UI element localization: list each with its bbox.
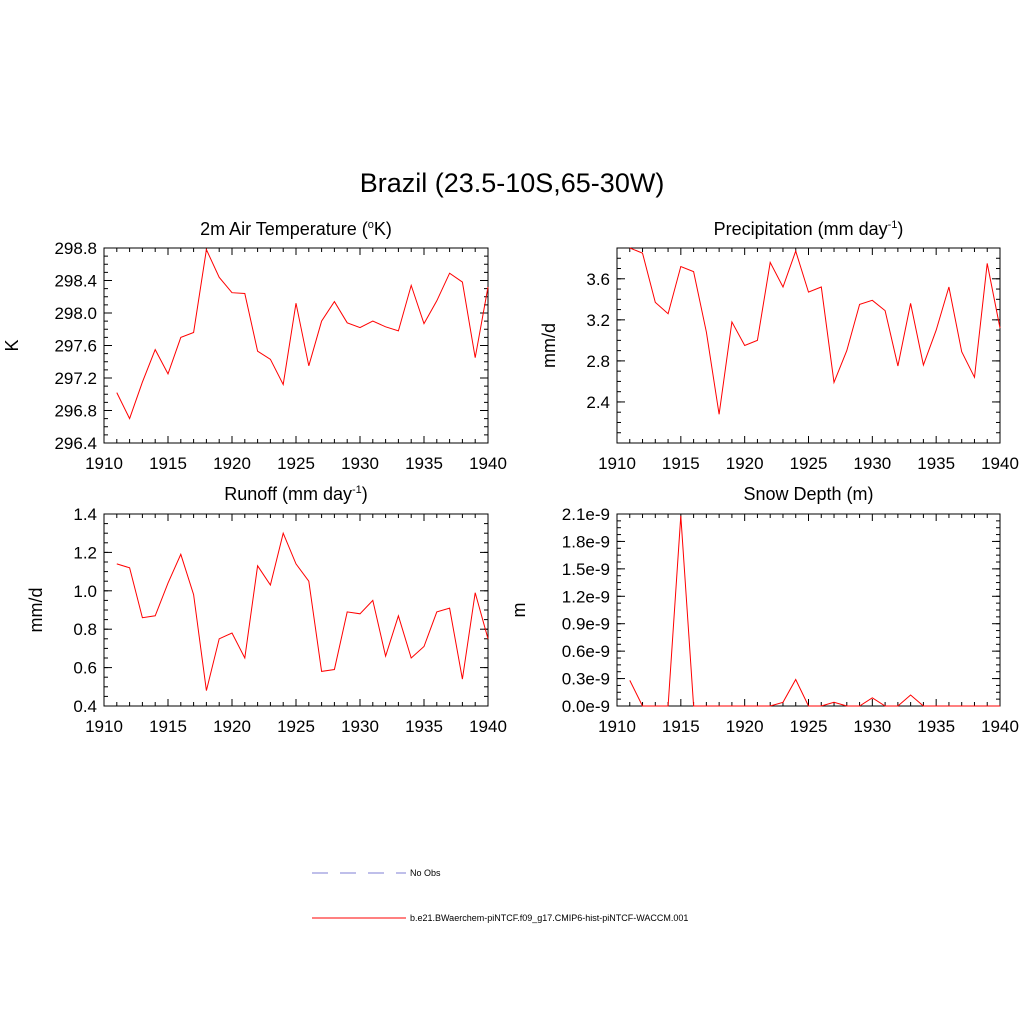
x-tick-label: 1935: [917, 454, 955, 473]
y-tick-label: 1.5e-9: [562, 560, 610, 579]
plot-temperature: 1910 1915 1920 1925 1930 1935 1940 296.4 296.8 29…: [2, 239, 507, 473]
y-tick-label: 296.4: [54, 434, 97, 453]
series-line: [629, 515, 1000, 707]
y-tick-label: 298.8: [54, 239, 97, 258]
panel-title-temperature: 2m Air Temperature (oK): [104, 219, 488, 240]
x-tick-label: 1925: [790, 717, 828, 736]
y-tick-label: 2.4: [586, 393, 610, 412]
x-tick-label: 1935: [405, 717, 443, 736]
y-tick-label: 0.4: [73, 697, 97, 716]
series-line: [629, 247, 1001, 415]
panel-title-sup: -1: [351, 484, 362, 496]
x-tick-label: 1930: [853, 454, 891, 473]
panel-title-precipitation: Precipitation (mm day-1): [617, 219, 1000, 240]
y-tick-label: 0.6: [73, 659, 97, 678]
y-tick-label: 2.1e-9: [562, 505, 610, 524]
series-line: [116, 247, 489, 420]
y-axis-label: m: [509, 603, 529, 618]
x-tick-label: 1925: [277, 454, 315, 473]
panel-title-runoff: Runoff (mm day-1): [104, 484, 488, 505]
series-line: [116, 531, 489, 691]
panel-title-text-end: ): [897, 219, 904, 239]
x-tick-label: 1920: [726, 454, 764, 473]
y-tick-label: 3.6: [586, 270, 610, 289]
plot-precipitation: 1910 1915 1920 1925 1930 1935 1940 2.4 2.8 3.2 3.6…: [539, 247, 1019, 473]
x-tick-label: 1930: [341, 717, 379, 736]
x-tick-label: 1925: [790, 454, 828, 473]
y-axis-label: K: [2, 339, 22, 351]
y-tick-label: 1.2: [73, 543, 97, 562]
x-tick-label: 1930: [853, 717, 891, 736]
y-tick-label: 3.2: [586, 311, 610, 330]
x-tick-label: 1915: [149, 717, 187, 736]
x-tick-label: 1910: [598, 717, 636, 736]
legend: No Obs b.e21.BWaerchem-piNTCF.f09_g17.CMI…: [312, 868, 688, 923]
plot-frame: [103, 247, 489, 444]
x-tick-label: 1930: [341, 454, 379, 473]
x-tick-label: 1910: [598, 454, 636, 473]
x-tick-label: 1940: [981, 717, 1019, 736]
x-tick-label: 1915: [662, 454, 700, 473]
plot-frame: [103, 513, 489, 707]
panel-title-sup: o: [367, 219, 374, 231]
x-tick-label: 1920: [726, 717, 764, 736]
x-tick-label: 1915: [149, 454, 187, 473]
main-title: Brazil (23.5-10S,65-30W): [359, 168, 665, 198]
y-tick-label: 2.8: [586, 352, 610, 371]
y-tick-label: 0.8: [73, 620, 97, 639]
y-tick-label: 0.6e-9: [562, 642, 610, 661]
plot-snow-depth: 1910 1915 1920 1925 1930 1935 1940 0.0e-9 0.3e-9…: [509, 505, 1019, 736]
y-tick-label: 297.6: [54, 337, 97, 356]
panel-title-text: Runoff (mm day: [224, 484, 352, 504]
x-tick-label: 1935: [917, 717, 955, 736]
legend-label-no-obs: No Obs: [410, 868, 441, 878]
y-tick-label: 1.8e-9: [562, 532, 610, 551]
y-tick-label: 297.2: [54, 369, 97, 388]
y-tick-label: 0.3e-9: [562, 670, 610, 689]
y-tick-label: 0.0e-9: [562, 697, 610, 716]
x-tick-label: 1920: [213, 717, 251, 736]
y-tick-label: 298.4: [54, 272, 97, 291]
y-axis-label: mm/d: [539, 323, 559, 368]
x-tick-label: 1935: [405, 454, 443, 473]
y-tick-label: 1.0: [73, 582, 97, 601]
x-tick-label: 1910: [85, 717, 123, 736]
x-tick-label: 1940: [469, 454, 507, 473]
x-tick-label: 1910: [85, 454, 123, 473]
y-tick-label: 296.8: [54, 402, 97, 421]
y-axis-label: mm/d: [26, 588, 46, 633]
y-tick-label: 1.2e-9: [562, 587, 610, 606]
panel-title-text: Precipitation (mm day: [713, 219, 888, 239]
plot-runoff: 1910 1915 1920 1925 1930 1935 1940 0.4 0.6 0.8 1.0…: [26, 505, 507, 736]
panel-title-text-end: ): [361, 484, 368, 504]
x-tick-label: 1940: [981, 454, 1019, 473]
panel-title-text: 2m Air Temperature (: [200, 219, 368, 239]
y-tick-label: 1.4: [73, 505, 97, 524]
plot-frame: [616, 247, 1001, 444]
legend-label-model: b.e21.BWaerchem-piNTCF.f09_g17.CMIP6-his…: [410, 913, 688, 923]
panel-title-text-end: K): [373, 219, 392, 239]
x-tick-label: 1940: [469, 717, 507, 736]
panel-title-text: Snow Depth (m): [743, 484, 874, 504]
y-tick-label: 298.0: [54, 304, 97, 323]
y-tick-label: 0.9e-9: [562, 615, 610, 634]
x-tick-label: 1925: [277, 717, 315, 736]
panel-title-sup: -1: [887, 219, 898, 231]
x-tick-label: 1915: [662, 717, 700, 736]
panel-title-snow-depth: Snow Depth (m): [617, 484, 1000, 505]
x-tick-label: 1920: [213, 454, 251, 473]
